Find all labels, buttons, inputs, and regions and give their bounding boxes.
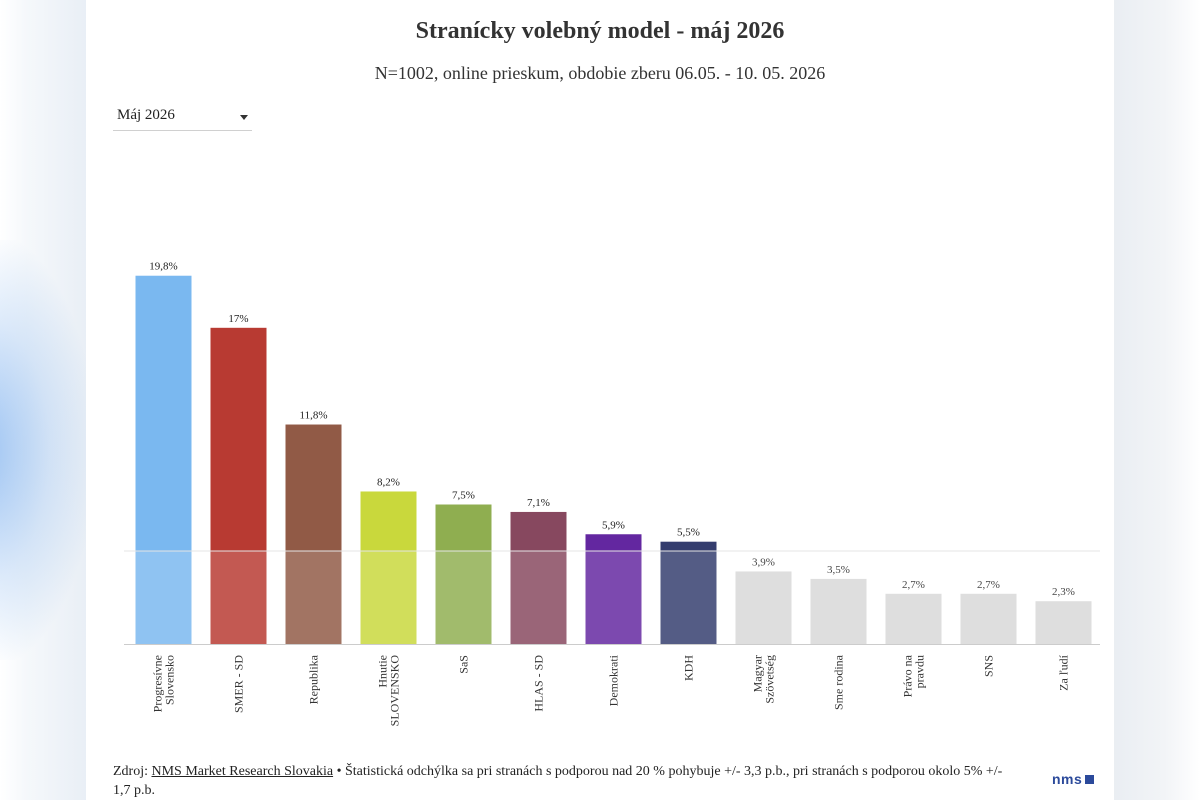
bar (585, 534, 642, 644)
x-tick-label: HLAS - SD (532, 655, 546, 712)
x-tick-label: SNS (982, 655, 996, 677)
bar (1035, 601, 1092, 644)
data-label: 17% (228, 313, 248, 325)
data-label: 5,5% (677, 527, 700, 539)
chart-footer: Zdroj: NMS Market Research Slovakia • Št… (113, 762, 1023, 800)
bar (735, 571, 792, 644)
month-select[interactable]: Máj 2026 (113, 103, 252, 131)
x-tick-label: Za ľudí (1057, 654, 1071, 691)
bar (885, 593, 942, 644)
bar (660, 541, 717, 644)
bar (960, 593, 1017, 644)
logo-text: nms (1052, 771, 1083, 787)
data-label: 3,9% (752, 556, 775, 568)
chevron-down-icon (240, 115, 248, 120)
bar (810, 578, 867, 644)
background-right (1110, 0, 1200, 800)
footer-source-prefix: Zdroj: (113, 764, 152, 779)
background-glow (0, 240, 90, 660)
footer-note: • Štatistická odchýlka sa pri stranách s… (113, 764, 1003, 798)
bar (435, 504, 492, 644)
x-tick-label: Demokrati (607, 654, 621, 706)
nms-logo: nms (1052, 770, 1095, 788)
data-label: 11,8% (299, 410, 327, 422)
month-select-value: Máj 2026 (117, 107, 175, 123)
x-tick-label: SMER - SD (232, 655, 246, 713)
bar (135, 275, 192, 644)
data-label: 5,9% (602, 519, 625, 531)
bar (360, 491, 417, 644)
logo-square-icon (1085, 774, 1095, 784)
data-label: 3,5% (827, 564, 850, 576)
x-tick-label: MagyarSzövetség (751, 655, 777, 704)
bar (285, 424, 342, 644)
bar (510, 511, 567, 644)
x-tick-label: Republika (307, 654, 321, 704)
chart-title: Stranícky volebný model - máj 2026 (415, 18, 785, 44)
background-left (0, 0, 90, 800)
x-tick-label: Sme rodina (832, 654, 846, 710)
data-label: 2,7% (977, 579, 1000, 591)
threshold-band (124, 551, 1100, 644)
x-tick-label: Právo napravdu (901, 654, 927, 697)
x-tick-label: ProgresívneSlovensko (151, 655, 177, 712)
data-label: 2,7% (902, 579, 925, 591)
data-label: 19,8% (149, 261, 177, 273)
bar-chart: 19,8% 17% 11,8% 8,2% 7,5% 7,1% 5,9% 5,5% 3,9% 3,5… (124, 261, 1100, 727)
bar (210, 327, 267, 644)
data-label: 2,3% (1052, 586, 1075, 598)
data-label: 7,5% (452, 490, 475, 502)
x-tick-label: HnutieSLOVENSKO (376, 655, 402, 727)
data-label: 8,2% (377, 476, 400, 488)
x-tick-label: SaS (457, 655, 471, 674)
data-label: 7,1% (527, 497, 550, 509)
chart-card: Stranícky volebný model - máj 2026 N=100… (86, 0, 1114, 800)
x-tick-label: KDH (682, 655, 696, 681)
chart-subtitle: N=1002, online prieskum, obdobie zberu 0… (374, 63, 826, 83)
source-link[interactable]: NMS Market Research Slovakia (151, 764, 334, 779)
